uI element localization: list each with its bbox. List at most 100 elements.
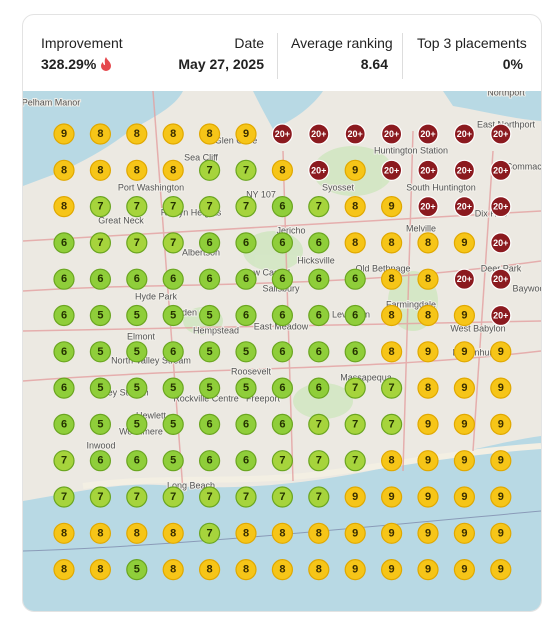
- marker-rank: 5: [170, 418, 176, 430]
- marker-rank: 6: [279, 346, 285, 358]
- marker-dot: [235, 377, 257, 399]
- marker-dot: [381, 522, 403, 544]
- marker-dot: [453, 123, 475, 145]
- marker-rank: 6: [279, 310, 285, 322]
- marker-rank: 6: [243, 273, 249, 285]
- marker-dot: [89, 123, 112, 145]
- rank-marker: 6: [199, 232, 221, 254]
- rank-marker: 6: [271, 341, 293, 363]
- marker-rank: 6: [279, 237, 285, 249]
- marker-rank: 9: [352, 527, 358, 539]
- rank-marker: 5: [235, 377, 257, 399]
- marker-dot: [53, 377, 75, 399]
- rank-marker: 6: [235, 304, 257, 327]
- marker-dot: [417, 413, 439, 435]
- marker-rank: 6: [316, 273, 322, 285]
- rank-marker: 8: [89, 522, 112, 544]
- rank-marker: 5: [162, 377, 184, 399]
- marker-rank: 6: [134, 455, 140, 467]
- rank-marker: 20+: [453, 195, 475, 218]
- marker-rank: 20+: [420, 202, 435, 212]
- rank-marker: 8: [89, 159, 112, 181]
- rank-marker: 5: [126, 377, 148, 399]
- marker-rank: 9: [498, 418, 504, 430]
- rank-marker: 5: [126, 341, 148, 363]
- rank-marker: 7: [235, 159, 257, 181]
- rank-marker: 6: [162, 268, 184, 290]
- value: 328.29%: [41, 56, 112, 72]
- marker-dot: [126, 486, 148, 508]
- rank-marker: 6: [126, 268, 148, 290]
- marker-rank: 9: [243, 128, 249, 140]
- marker-rank: 5: [207, 382, 213, 394]
- rank-marker: 6: [271, 304, 293, 327]
- marker-dot: [162, 159, 184, 181]
- marker-rank: 8: [279, 164, 285, 176]
- marker-rank: 6: [61, 237, 67, 249]
- marker-rank: 7: [316, 455, 322, 467]
- rank-marker: 9: [453, 522, 475, 544]
- rank-marker: 8: [308, 522, 330, 544]
- marker-dot: [53, 159, 75, 181]
- marker-dot: [199, 123, 221, 145]
- marker-rank: 9: [352, 164, 358, 176]
- marker-rank: 8: [170, 527, 176, 539]
- place-label: East Meadow: [254, 321, 309, 331]
- marker-dot: [126, 123, 148, 145]
- rank-marker: 9: [417, 341, 439, 363]
- marker-rank: 20+: [348, 129, 363, 139]
- rank-marker: 5: [126, 413, 148, 435]
- marker-dot: [235, 195, 257, 218]
- rank-marker: 9: [417, 450, 439, 472]
- place-label: NY 107: [246, 189, 276, 199]
- rank-marker: 6: [271, 413, 293, 435]
- place-label: Rockville Centre: [173, 393, 239, 403]
- marker-dot: [271, 377, 293, 399]
- marker-dot: [490, 304, 512, 327]
- marker-dot: [417, 268, 439, 290]
- marker-dot: [162, 268, 184, 290]
- marker-rank: 20+: [311, 129, 326, 139]
- rank-marker: 20+: [344, 123, 366, 145]
- marker-rank: 8: [425, 273, 431, 285]
- rank-marker: 5: [89, 304, 112, 327]
- rank-marker: 5: [199, 341, 221, 363]
- marker-rank: 7: [316, 491, 322, 503]
- marker-dot: [53, 450, 75, 472]
- rank-marker: 20+: [417, 159, 439, 181]
- marker-rank: 9: [461, 346, 467, 358]
- rank-marker: 20+: [453, 268, 475, 290]
- rank-marker: 6: [89, 450, 112, 472]
- label: Average ranking: [291, 35, 393, 51]
- rank-marker: 7: [199, 522, 221, 544]
- divider: [277, 33, 278, 79]
- marker-rank: 9: [425, 527, 431, 539]
- rank-marker: 8: [53, 559, 75, 581]
- marker-rank: 6: [316, 346, 322, 358]
- rank-marker: 6: [199, 450, 221, 472]
- marker-dot: [490, 559, 512, 581]
- marker-dot: [53, 268, 75, 290]
- marker-rank: 7: [61, 455, 67, 467]
- rank-marker: 8: [162, 159, 184, 181]
- marker-dot: [490, 377, 512, 399]
- marker-rank: 8: [389, 310, 395, 322]
- marker-dot: [271, 304, 293, 327]
- marker-dot: [235, 450, 257, 472]
- marker-dot: [271, 559, 293, 581]
- marker-rank: 5: [134, 346, 140, 358]
- rank-marker: 8: [162, 522, 184, 544]
- marker-dot: [271, 341, 293, 363]
- marker-dot: [417, 195, 439, 218]
- rank-marker: 5: [89, 341, 112, 363]
- marker-dot: [344, 341, 366, 363]
- marker-dot: [344, 268, 366, 290]
- marker-rank: 7: [279, 455, 285, 467]
- marker-dot: [126, 413, 148, 435]
- rank-marker: 6: [308, 268, 330, 290]
- marker-dot: [308, 268, 330, 290]
- marker-dot: [53, 304, 75, 327]
- marker-dot: [344, 413, 366, 435]
- marker-rank: 7: [170, 491, 176, 503]
- place-label: Old Bethpage: [355, 263, 410, 273]
